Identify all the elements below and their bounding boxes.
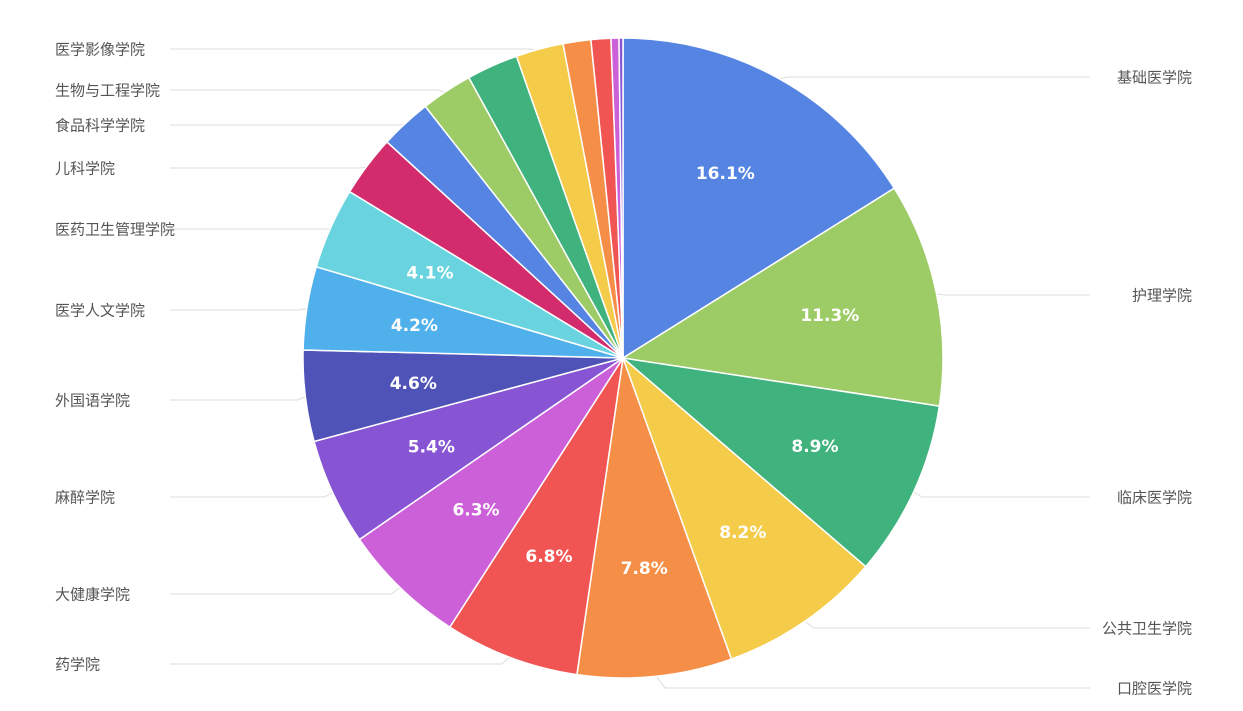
slice-name-label: 生物与工程学院 [55,81,161,100]
slice-name-label: 护理学院 [1131,286,1192,305]
slice-percent-label: 11.3% [800,306,859,326]
slice-percent-label: 5.4% [408,438,455,458]
pie-slice[interactable] [620,356,941,568]
slice-percent-label: 6.3% [452,501,499,521]
slice-name-label: 大健康学院 [55,585,131,604]
slice-percent-label: 16.1% [696,164,755,184]
slice-name-label: 医学人文学院 [55,301,146,320]
slice-name-label: 外国语学院 [55,391,131,410]
label-leader-line [170,89,448,94]
label-leader-line [803,619,1090,629]
pie-slice[interactable] [618,37,624,359]
label-leader-line [776,76,1090,81]
slice-name-label: 医学影像学院 [55,40,146,59]
slice-name-label: 食品科学学院 [55,116,146,135]
slice-name-label: 医药卫生管理学院 [55,220,176,239]
slice-percent-label: 8.9% [791,437,838,457]
label-leader-line [170,585,403,595]
pie-slice[interactable] [621,355,867,661]
slice-name-label: 临床医学院 [1116,488,1192,507]
label-leader-line [170,48,541,52]
label-leader-line [170,395,308,401]
slice-name-label: 麻醉学院 [55,488,116,507]
slice-percent-label: 6.8% [525,547,572,567]
pie-slice[interactable] [358,357,624,629]
label-leader-line [170,491,335,498]
slice-percent-label: 4.6% [390,374,437,394]
pie-slice[interactable] [576,357,733,679]
slice-percent-label: 8.2% [719,523,766,543]
pie-slice[interactable] [620,187,944,407]
label-leader-line [170,655,512,665]
slice-percent-label: 4.2% [391,316,438,336]
slice-percent-label: 4.1% [406,263,453,283]
label-leader-line [911,490,1090,498]
slice-name-label: 儿科学院 [55,159,116,178]
pie-slice[interactable] [448,357,624,676]
label-leader-line [170,307,310,311]
pie-slice[interactable] [622,37,896,360]
slice-percent-label: 7.8% [621,559,668,579]
label-leader-line [170,166,369,169]
label-leader-line [654,674,1090,689]
slice-name-label: 药学院 [55,655,101,674]
label-leader-line [934,293,1090,296]
slice-name-label: 基础医学院 [1116,68,1192,87]
slice-name-label: 公共卫生学院 [1101,619,1192,638]
slice-name-label: 口腔医学院 [1116,679,1192,698]
